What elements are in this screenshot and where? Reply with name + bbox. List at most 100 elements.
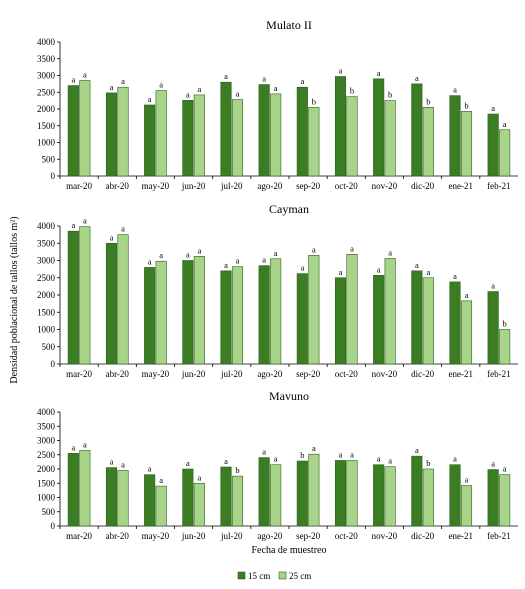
y-tick-label: 500: [42, 342, 56, 352]
y-tick-label: 3500: [37, 54, 56, 64]
bar: [182, 99, 194, 177]
x-tick-label: mar-20: [66, 531, 92, 541]
bar: [117, 234, 129, 365]
x-axis-title: Fecha de muestreo: [252, 545, 327, 556]
significance-label: a: [148, 256, 152, 266]
significance-label: a: [159, 80, 163, 90]
bar: [346, 460, 358, 527]
significance-label: a: [71, 75, 75, 85]
bar: [487, 291, 499, 365]
bar: [384, 466, 396, 527]
bar: [270, 93, 282, 177]
legend: 15 cm 25 cm: [237, 571, 311, 581]
x-tick-label: ago-20: [257, 531, 282, 541]
significance-label: a: [300, 76, 304, 86]
significance-label: a: [339, 449, 343, 459]
bar: [460, 485, 473, 527]
y-tick-label: 2500: [37, 87, 56, 97]
chart-title: Cayman: [269, 202, 309, 216]
significance-label: b: [388, 90, 392, 100]
x-tick-label: feb-21: [487, 369, 511, 379]
bar: [384, 258, 396, 365]
bar: [499, 329, 511, 365]
significance-label: a: [415, 260, 419, 270]
x-tick-label: oct-20: [335, 531, 358, 541]
bar: [79, 450, 91, 527]
bar: [308, 107, 320, 177]
x-tick-label: oct-20: [335, 181, 358, 191]
significance-label: a: [426, 267, 430, 277]
x-tick-label: ene-21: [449, 531, 474, 541]
y-tick-label: 4000: [37, 407, 56, 417]
bar: [79, 80, 91, 177]
bar: [144, 267, 156, 365]
legend-swatch: [237, 571, 246, 580]
y-tick-label: 1500: [37, 307, 56, 317]
significance-label: b: [426, 458, 430, 468]
significance-label: a: [274, 83, 278, 93]
significance-label: a: [339, 267, 343, 277]
bar: [373, 464, 385, 527]
bar: [67, 453, 79, 527]
significance-label: a: [503, 464, 507, 474]
y-tick-label: 0: [51, 171, 56, 181]
significance-label: a: [274, 454, 278, 464]
significance-label: a: [197, 472, 201, 482]
chart-panels: Mulato II 0 500 1000 1500 2000 2500 3000 3500 400…: [37, 18, 518, 541]
bar: [449, 464, 461, 527]
chart-panel: Cayman 0 500 1000 1500 2000 2500 3000 3500 4000 ma…: [37, 202, 518, 379]
bar: [499, 129, 511, 177]
bar: [411, 455, 423, 527]
y-tick-label: 0: [51, 359, 56, 369]
y-tick-label: 0: [51, 521, 56, 531]
bar: [182, 468, 194, 527]
bar: [449, 281, 461, 365]
significance-label: a: [197, 245, 201, 255]
y-tick-label: 3500: [37, 421, 56, 431]
significance-label: a: [312, 443, 316, 453]
bar: [346, 96, 358, 177]
x-tick-label: abr-20: [106, 531, 130, 541]
significance-label: a: [159, 475, 163, 485]
y-tick-label: 1000: [37, 138, 56, 148]
bar: [422, 277, 434, 365]
significance-label: a: [415, 73, 419, 83]
x-tick-label: jun-20: [181, 369, 206, 379]
x-tick-label: feb-21: [487, 531, 511, 541]
significance-label: a: [274, 248, 278, 258]
significance-label: a: [148, 94, 152, 104]
bar: [105, 242, 118, 365]
x-tick-label: sep-20: [296, 531, 320, 541]
significance-label: a: [236, 256, 240, 266]
chart-title: Mulato II: [266, 18, 312, 32]
significance-label: a: [453, 454, 457, 464]
y-tick-label: 4000: [37, 221, 56, 231]
x-tick-label: sep-20: [296, 369, 320, 379]
bar: [460, 300, 473, 365]
significance-label: b: [426, 96, 430, 106]
x-tick-label: abr-20: [106, 181, 130, 191]
x-tick-label: nov-20: [372, 369, 398, 379]
chart-panel: Mavuno 0 500 1000 1500 2000 2500 3000 3500 4000 ma…: [37, 389, 518, 541]
significance-label: a: [110, 232, 114, 242]
significance-label: a: [83, 70, 87, 80]
bar: [193, 94, 205, 177]
bar: [422, 107, 434, 177]
significance-label: a: [83, 439, 87, 449]
significance-label: a: [148, 464, 152, 474]
y-tick-label: 3000: [37, 256, 56, 266]
bar: [117, 470, 129, 527]
y-tick-label: 3500: [37, 238, 56, 248]
significance-label: a: [503, 119, 507, 129]
bar: [193, 482, 205, 527]
x-tick-label: jul-20: [220, 181, 243, 191]
bar: [296, 460, 308, 527]
significance-label: a: [453, 271, 457, 281]
significance-label: a: [491, 281, 495, 291]
y-tick-label: 500: [42, 507, 56, 517]
significance-label: a: [300, 263, 304, 273]
bar: [67, 230, 79, 365]
significance-label: b: [464, 100, 468, 110]
x-tick-label: dic-20: [411, 531, 434, 541]
significance-label: a: [339, 66, 343, 76]
